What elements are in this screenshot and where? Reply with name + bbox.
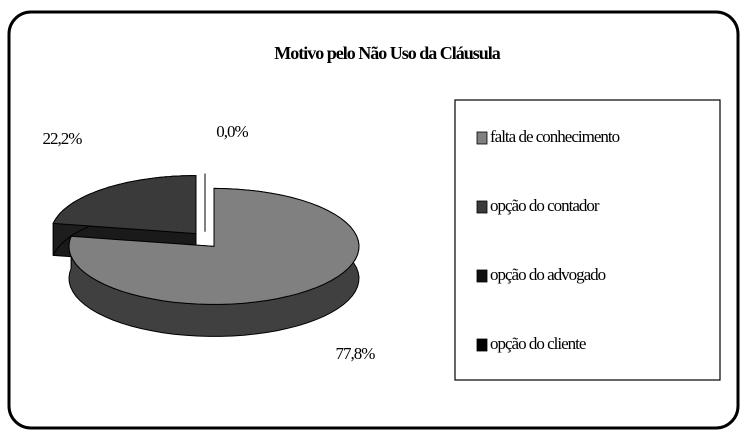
legend-swatch [476,269,488,283]
legend-swatch [476,131,488,145]
legend-label: opção do cliente [490,334,586,353]
legend-label: opção do contador [490,196,600,215]
data-label: 0,0% [216,122,248,141]
legend-swatch [476,338,488,352]
pie-slice [52,175,197,235]
legend-box [454,99,721,381]
data-label: 77,8% [336,344,376,363]
legend-label: opção do advogado [490,265,606,284]
chart-title: Motivo pelo Não Uso da Cláusula [274,43,501,63]
data-label: 22,2% [43,129,83,148]
pie-slice [68,187,360,305]
legend-swatch [476,200,488,214]
legend-label: falta de conhecimento [490,127,620,146]
